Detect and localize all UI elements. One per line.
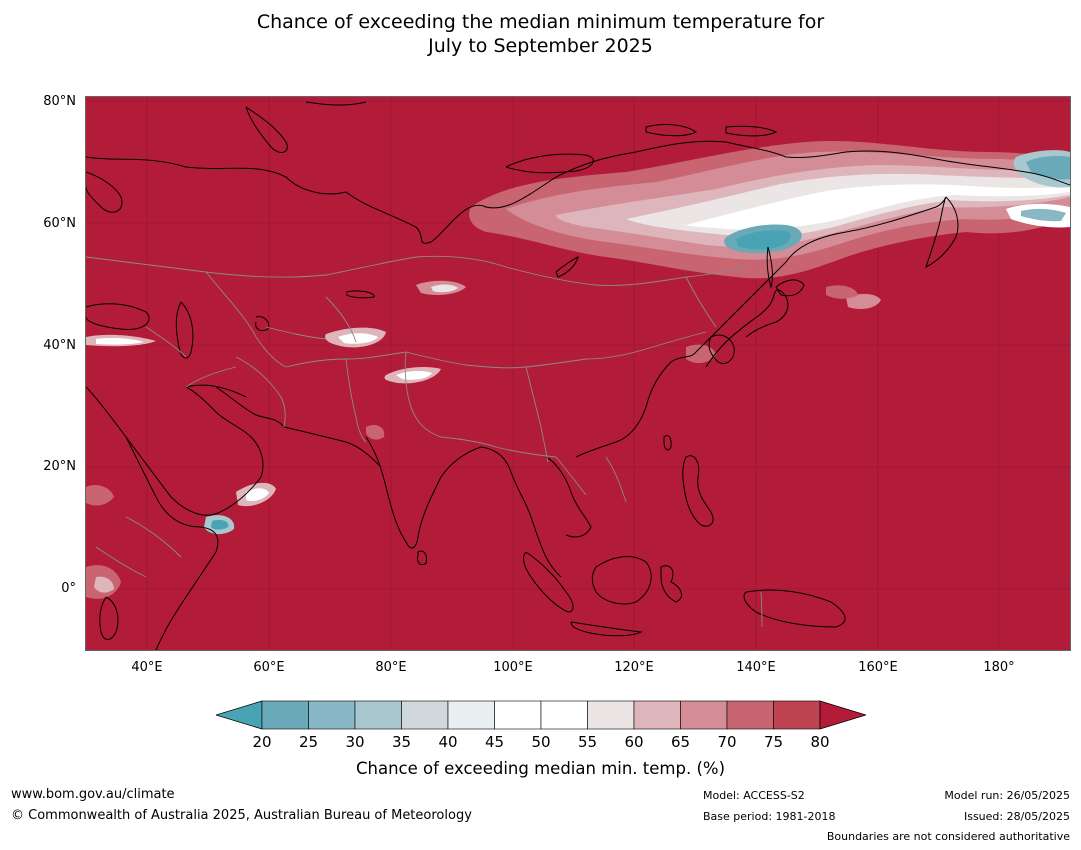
- colorbar-label: Chance of exceeding median min. temp. (%…: [355, 759, 726, 778]
- probability-patches: [86, 140, 1070, 599]
- colorbar-cell: [587, 700, 635, 730]
- map-title: Chance of exceeding the median minimum t…: [0, 10, 1081, 58]
- map-panel: [85, 96, 1071, 651]
- colorbar-cell: [447, 700, 495, 730]
- lon-label-100e: 100°E: [493, 660, 533, 675]
- lon-label-180: 180°: [983, 660, 1015, 675]
- colorbar: [216, 700, 866, 730]
- footer-url[interactable]: www.bom.gov.au/climate: [11, 787, 175, 802]
- lon-label-120e: 120°E: [614, 660, 654, 675]
- colorbar-cell: [680, 700, 728, 730]
- colorbar-tick-label: 45: [484, 733, 505, 751]
- map-graphic: [86, 97, 1070, 650]
- colorbar-over-arrow: [819, 700, 866, 730]
- colorbar-cell: [773, 700, 821, 730]
- lat-label-0: 0°: [61, 581, 76, 596]
- lon-label-160e: 160°E: [858, 660, 898, 675]
- lon-label-140e: 140°E: [736, 660, 776, 675]
- colorbar-cell: [633, 700, 681, 730]
- colorbar-tick-label: 60: [624, 733, 644, 751]
- footer-issued: Issued: 28/05/2025: [963, 810, 1070, 823]
- colorbar-cell: [261, 700, 309, 730]
- lat-label-80n: 80°N: [43, 94, 76, 109]
- footer-model: Model: ACCESS-S2: [703, 789, 805, 802]
- colorbar-tick-label: 20: [252, 733, 272, 751]
- colorbar-tick-label: 40: [438, 733, 458, 751]
- colorbar-cells: [261, 700, 821, 730]
- lon-label-40e: 40°E: [131, 660, 163, 675]
- colorbar-tick-label: 70: [717, 733, 737, 751]
- country-borders: [86, 255, 763, 628]
- colorbar-tick-label: 80: [810, 733, 830, 751]
- colorbar-cell: [726, 700, 774, 730]
- colorbar-tick-label: 50: [531, 733, 551, 751]
- footer-copyright: © Commonwealth of Australia 2025, Austra…: [11, 808, 472, 823]
- coastlines: [86, 101, 1070, 650]
- lon-label-80e: 80°E: [375, 660, 407, 675]
- lat-label-40n: 40°N: [43, 338, 76, 353]
- colorbar-cell: [308, 700, 356, 730]
- colorbar-cell: [401, 700, 449, 730]
- title-line-2: July to September 2025: [428, 35, 653, 57]
- colorbar-tick-label: 25: [298, 733, 319, 751]
- lon-label-60e: 60°E: [253, 660, 285, 675]
- colorbar-cell: [354, 700, 402, 730]
- title-line-1: Chance of exceeding the median minimum t…: [256, 11, 825, 33]
- colorbar-cell: [494, 700, 542, 730]
- colorbar-tick-label: 55: [577, 733, 598, 751]
- footer-model-run: Model run: 26/05/2025: [944, 789, 1070, 802]
- colorbar-under-arrow: [216, 700, 263, 730]
- colorbar-tick-label: 30: [345, 733, 365, 751]
- colorbar-tick-label: 35: [391, 733, 412, 751]
- footer-base-period: Base period: 1981-2018: [703, 810, 836, 823]
- colorbar-tick-label: 75: [763, 733, 784, 751]
- colorbar-cell: [540, 700, 588, 730]
- colorbar-tick-label: 65: [670, 733, 691, 751]
- lat-label-20n: 20°N: [43, 459, 76, 474]
- lat-label-60n: 60°N: [43, 216, 76, 231]
- footer-disclaimer: Boundaries are not considered authoritat…: [826, 830, 1070, 843]
